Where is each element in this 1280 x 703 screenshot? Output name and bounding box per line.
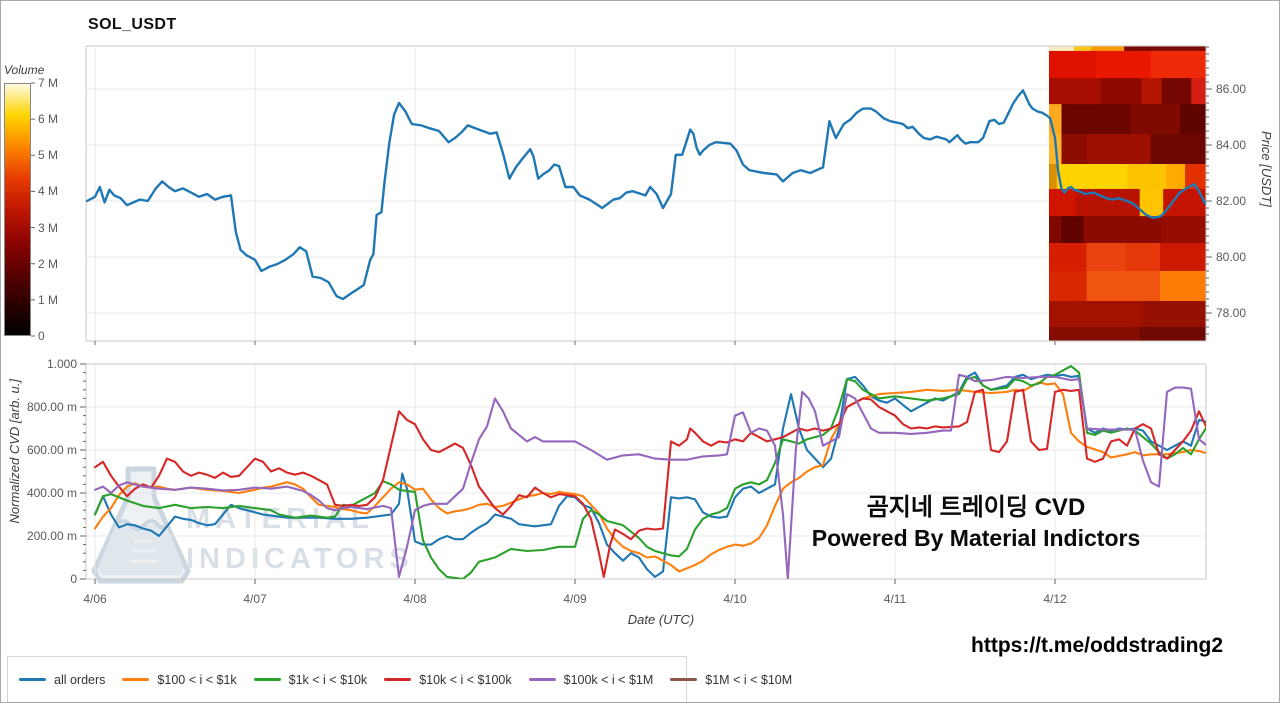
date-tick-label: 4/09 [563,592,587,606]
date-tick-label: 4/10 [723,592,747,606]
cvd-tick-label: 800.00 m [26,400,77,414]
legend-swatch [253,678,281,681]
legend-item-all-orders: all orders [19,673,105,687]
legend-label: $1M < i < $10M [705,672,793,687]
legend-swatch [528,678,556,681]
volume-tick-label: 4 M [38,184,59,199]
legend-box: all orders $100 < i < $1k $1k < i < $10k $1… [7,656,792,702]
volume-tick-label: 0 [38,329,45,343]
legend-item-size-2: $1k < i < $10k [253,672,368,687]
legend-label: $100k < i < $1M [563,672,654,687]
legend-label: all orders [54,672,106,687]
volume-tick-label: 6 M [38,112,59,127]
price-tick-label: 78.00 [1216,306,1247,320]
price-axis-label: Price [USDT] [1259,131,1274,207]
legend-label: $1k < i < $10k [288,672,368,687]
date-tick-label: 4/08 [403,592,427,606]
flask-icon [91,466,191,584]
date-tick-label: 4/12 [1043,592,1067,606]
volume-tick-label: 5 M [38,148,59,163]
cvd-tick-label: 0 [70,572,77,586]
date-tick-label: 4/11 [883,592,907,606]
legend-item-size-5: $1M < i < $10M [670,673,792,687]
cvd-tick-label: 400.00 m [26,486,77,500]
date-axis-label: Date (UTC) [627,612,695,627]
volume-tick-label: 2 M [38,256,59,271]
volume-tick-label: 3 M [38,220,59,235]
price-tick-label: 80.00 [1216,250,1247,264]
cvd-tick-label: 600.00 m [26,443,77,457]
legend-swatch [384,678,412,681]
annotation-powered-by: Powered By Material Indictors [811,525,1141,551]
legend-item-size-3: $10k < i < $100k [384,672,512,687]
legend-items: all orders $100 < i < $1k $1k < i < $10k $1… [8,657,792,702]
price-tick-label: 86.00 [1216,82,1247,96]
cvd-annotation: 곰지네 트레이딩 CVD Powered By Material Indicto… [771,493,1181,553]
date-tick-label: 4/07 [243,592,267,606]
annotation-korean-title: 곰지네 트레이딩 CVD [866,494,1086,521]
date-tick-label: 4/06 [83,592,107,606]
legend-swatch [670,678,698,681]
cvd-tick-label: 200.00 m [26,529,77,543]
legend-label: $10k < i < $100k [419,672,512,687]
volume-tick-label: 1 M [38,292,59,307]
watermark-line2: INDICATORS [186,543,414,575]
volume-tick-label: 7 M [38,76,59,90]
price-chart-title: SOL_USDT [88,16,177,33]
legend-item-size-4: $100k < i < $1M [528,672,654,687]
volume-colorbar-label: Volume [4,63,45,77]
volume-colorbar [4,83,31,336]
legend-item-size-1: $100 < i < $1k [122,672,237,687]
legend-swatch [19,678,46,681]
price-tick-label: 84.00 [1216,138,1247,152]
telegram-link[interactable]: https://t.me/oddstrading2 [971,634,1223,657]
legend-swatch [122,678,150,681]
legend-label: $100 < i < $1k [157,672,237,687]
price-tick-label: 82.00 [1216,194,1247,208]
cvd-tick-label: 1.000 [46,357,77,371]
